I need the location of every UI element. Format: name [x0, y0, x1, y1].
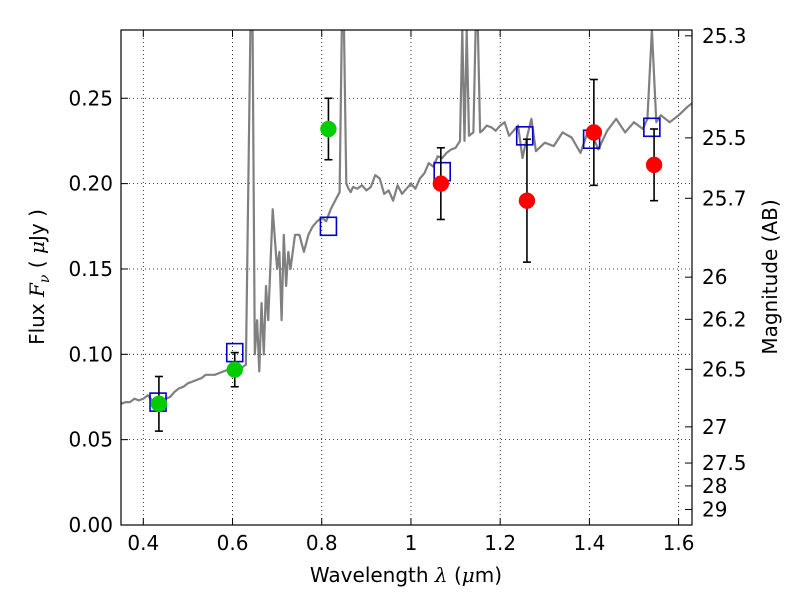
spectrum-line — [121, 30, 692, 407]
x-axis-label: Wavelength λ (μm) — [310, 563, 502, 587]
right-tick-label: 26.5 — [702, 357, 747, 381]
y-tick-label: 0.20 — [68, 172, 113, 196]
y-tick-label: 0.00 — [68, 513, 113, 537]
y-tick-label: 0.05 — [68, 428, 113, 452]
marker-layer — [149, 78, 663, 432]
y-tick-label: 0.15 — [68, 257, 113, 281]
y-tick-label: 0.10 — [68, 342, 113, 366]
observed-point — [432, 175, 450, 192]
model-photometry-square — [515, 126, 534, 146]
observed-point — [150, 395, 168, 413]
grid-lines — [121, 30, 692, 526]
observed-point — [585, 124, 603, 141]
x-tick-label: 1 — [405, 531, 418, 555]
right-tick-label: 27 — [702, 415, 727, 439]
x-tick-label: 1.6 — [663, 531, 695, 555]
axis-ticks: 0.4 0.6 0.8 1 1.2 1.4 1.6 0.00 0.05 0.10 0.15 0.20 0… — [68, 24, 746, 555]
observed-point — [320, 120, 337, 138]
observed-point — [518, 192, 536, 209]
right-tick-label: 25.7 — [702, 186, 747, 210]
right-tick-label: 26.2 — [702, 307, 747, 331]
observed-point — [645, 156, 663, 174]
right-tick-label: 25.3 — [702, 24, 747, 48]
x-tick-label: 0.4 — [127, 531, 159, 555]
x-tick-label: 1.4 — [573, 531, 605, 555]
model-photometry-square — [643, 117, 661, 138]
y-axis-label-left: Flux Fν ( μJy ) — [25, 209, 53, 345]
spectrum-layer — [121, 30, 692, 407]
right-tick-label: 26 — [702, 265, 727, 289]
right-tick-label: 28 — [702, 474, 727, 498]
model-photometry-square — [319, 216, 338, 237]
right-tick-label: 25.5 — [702, 126, 747, 150]
right-tick-label: 27.5 — [702, 451, 747, 475]
y-tick-label: 0.25 — [68, 86, 113, 110]
x-tick-label: 0.6 — [217, 531, 249, 555]
x-tick-label: 0.8 — [306, 531, 338, 555]
right-tick-label: 29 — [702, 497, 727, 521]
x-tick-label: 1.2 — [484, 531, 516, 555]
observed-point — [226, 361, 244, 378]
y-axis-label-right: Magnitude (AB) — [758, 199, 782, 354]
